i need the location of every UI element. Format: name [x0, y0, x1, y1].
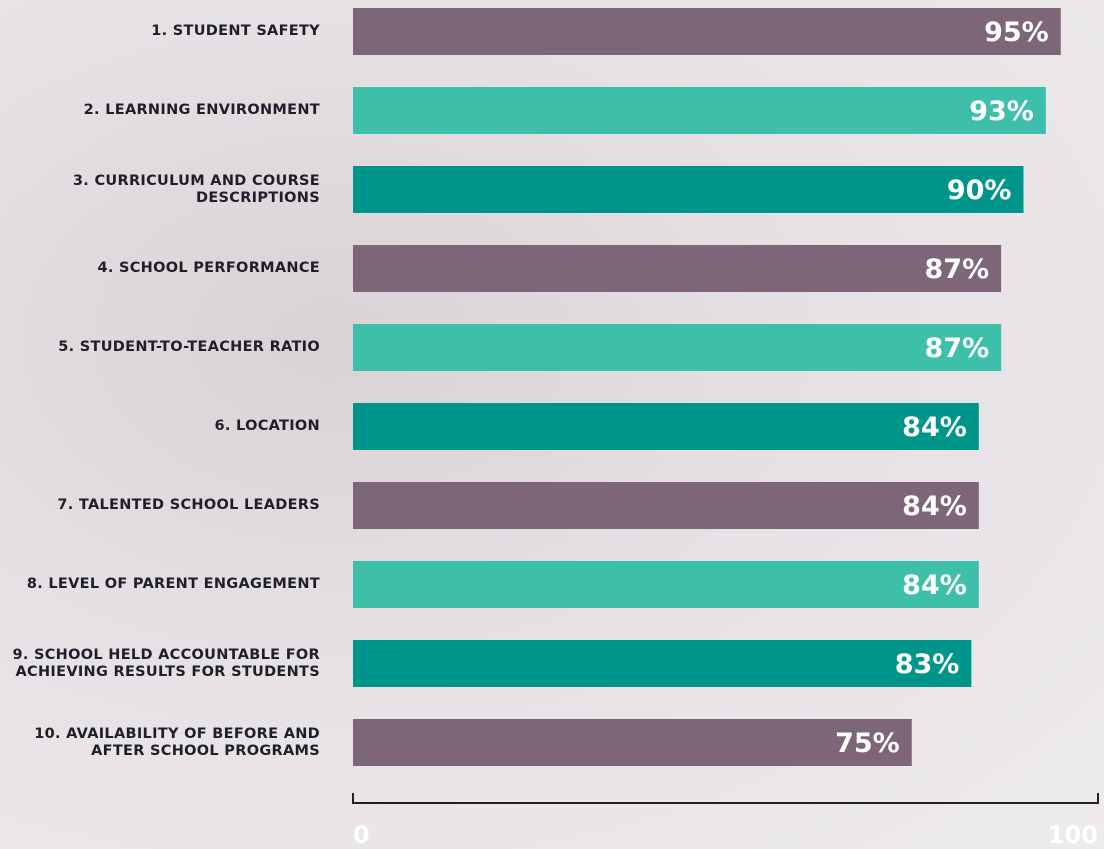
category-label: 9. SCHOOL HELD ACCOUNTABLE FOR ACHIEVING…: [0, 630, 320, 697]
value-label: 84%: [902, 491, 967, 522]
bar: [353, 640, 971, 687]
chart: 95% 93% 90% 87% 87% 84% 84% 84% 83% 75% 0 100 1. ST…: [0, 0, 1104, 849]
category-label: 8. LEVEL OF PARENT ENGAGEMENT: [0, 551, 320, 618]
category-label: 6. LOCATION: [0, 393, 320, 460]
bar: [353, 8, 1061, 55]
value-label: 93%: [969, 96, 1034, 127]
category-label: 10. AVAILABILITY OF BEFORE AND AFTER SCH…: [0, 709, 320, 776]
x-tick-label: 100: [1048, 821, 1098, 849]
value-label: 83%: [895, 649, 960, 680]
bar: [353, 245, 1001, 292]
bar: [353, 403, 979, 450]
category-label: 2. LEARNING ENVIRONMENT: [0, 77, 320, 144]
bar: [353, 324, 1001, 371]
value-label: 87%: [925, 254, 990, 285]
bar: [353, 719, 912, 766]
bar: [353, 87, 1046, 134]
category-label: 4. SCHOOL PERFORMANCE: [0, 235, 320, 302]
value-label: 84%: [902, 412, 967, 443]
value-label: 95%: [984, 17, 1049, 48]
category-label: 7. TALENTED SCHOOL LEADERS: [0, 472, 320, 539]
value-label: 75%: [835, 728, 900, 759]
category-label: 5. STUDENT-TO-TEACHER RATIO: [0, 314, 320, 381]
bar: [353, 482, 979, 529]
value-label: 87%: [925, 333, 990, 364]
value-label: 84%: [902, 570, 967, 601]
category-label: 1. STUDENT SAFETY: [0, 0, 320, 65]
category-label: 3. CURRICULUM AND COURSE DESCRIPTIONS: [0, 156, 320, 223]
bar: [353, 166, 1024, 213]
value-label: 90%: [947, 175, 1012, 206]
x-tick-label: 0: [353, 821, 370, 849]
bar: [353, 561, 979, 608]
